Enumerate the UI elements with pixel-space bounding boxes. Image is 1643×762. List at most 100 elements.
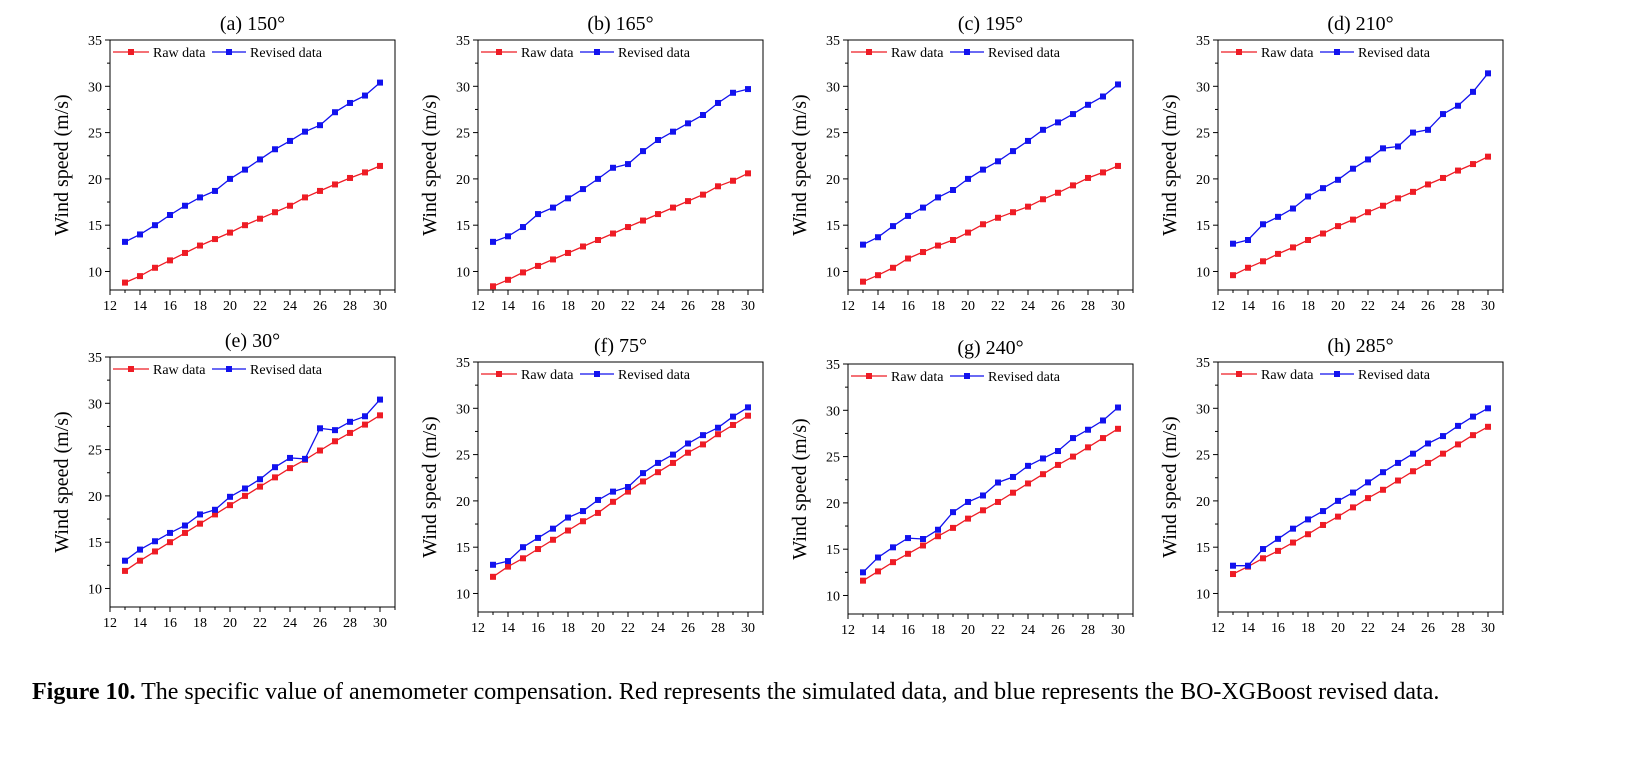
y-tick-label: 35: [1196, 34, 1210, 49]
data-point: [347, 418, 353, 425]
data-point: [595, 496, 601, 503]
x-tick-label: 14: [871, 299, 885, 314]
data-point: [1320, 508, 1326, 515]
x-tick-label: 18: [193, 299, 207, 314]
data-point: [1290, 539, 1296, 546]
x-tick-label: 24: [1391, 299, 1405, 314]
legend-item-raw-data: Raw data: [851, 46, 944, 61]
y-tick-label: 15: [456, 541, 470, 556]
data-point: [1350, 504, 1356, 511]
data-point: [670, 128, 676, 135]
data-point: [1085, 101, 1091, 108]
x-tick-label: 30: [741, 621, 755, 636]
y-axis-label: Wind speed (m/s): [419, 416, 441, 557]
data-point: [1070, 435, 1076, 442]
data-point: [980, 221, 986, 228]
x-tick-label: 12: [471, 299, 485, 314]
data-point: [1275, 250, 1281, 257]
legend-marker: [866, 49, 872, 55]
data-point: [520, 224, 526, 231]
legend-item-revised-data: Revised data: [580, 46, 691, 61]
data-point: [1365, 209, 1371, 216]
chart-panel-3: (c) 195° 12 14 16 18 20 22 24 26 28 30 10 15 20 25 30 35…: [789, 13, 1134, 314]
data-point: [227, 229, 233, 236]
data-point: [905, 212, 911, 219]
data-point: [227, 502, 233, 509]
x-tick-label: 26: [681, 621, 695, 636]
data-point: [1025, 462, 1031, 469]
x-tick-label: 12: [471, 621, 485, 636]
data-point: [1440, 111, 1446, 118]
data-point: [287, 454, 293, 461]
data-point: [1025, 203, 1031, 210]
data-point: [272, 474, 278, 481]
plot-frame: [109, 356, 396, 608]
chart-panel-7: (g) 240° 12 14 16 18 20 22 24 26 28 30 10 15 20 25 30 35…: [789, 337, 1134, 638]
data-point: [272, 464, 278, 471]
series-line: [492, 88, 749, 243]
data-point: [860, 569, 866, 576]
series-raw-data: [860, 425, 1121, 584]
x-tick-label: 30: [1481, 621, 1495, 636]
data-point: [242, 222, 248, 229]
y-tick-label: 15: [826, 219, 840, 234]
data-point: [935, 194, 941, 201]
data-point: [745, 404, 751, 411]
legend-label: Raw data: [891, 370, 944, 385]
y-tick-label: 35: [456, 34, 470, 49]
data-point: [1245, 237, 1251, 243]
x-tick-label: 26: [1421, 299, 1435, 314]
data-point: [1290, 244, 1296, 251]
series-line: [124, 165, 381, 284]
legend-label: Raw data: [153, 363, 206, 378]
y-axis-label: Wind speed (m/s): [1159, 416, 1181, 557]
data-point: [980, 507, 986, 514]
y-tick-label: 20: [88, 173, 102, 188]
data-point: [212, 187, 218, 194]
data-point: [1440, 450, 1446, 457]
data-point: [905, 535, 911, 542]
data-point: [995, 479, 1001, 486]
x-tick-label: 30: [1111, 299, 1125, 314]
data-point: [1290, 525, 1296, 532]
legend-marker: [594, 371, 600, 377]
y-axis-label: Wind speed (m/s): [51, 94, 73, 235]
legend-marker: [226, 366, 232, 372]
legend: Raw data Revised data: [481, 368, 691, 383]
x-tick-label: 24: [651, 299, 665, 314]
x-tick-label: 12: [1211, 621, 1225, 636]
data-point: [1350, 165, 1356, 172]
series-line: [492, 406, 749, 566]
x-tick-label: 28: [1451, 621, 1465, 636]
data-point: [197, 520, 203, 527]
series-line: [1232, 156, 1489, 276]
data-point: [655, 459, 661, 466]
legend-item-raw-data: Raw data: [481, 368, 574, 383]
data-point: [122, 279, 128, 286]
x-tick-label: 12: [103, 616, 117, 631]
data-point: [1275, 535, 1281, 542]
data-point: [1260, 546, 1266, 553]
data-point: [122, 567, 128, 574]
data-point: [257, 156, 263, 163]
data-point: [550, 536, 556, 543]
y-tick-label: 25: [826, 127, 840, 142]
data-point: [595, 237, 601, 243]
data-point: [272, 146, 278, 153]
data-point: [715, 424, 721, 431]
series-line: [862, 407, 1119, 573]
data-point: [1380, 486, 1386, 493]
data-point: [182, 202, 188, 209]
data-point: [317, 447, 323, 454]
data-point: [935, 526, 941, 533]
y-tick-label: 25: [1196, 127, 1210, 142]
x-tick-label: 14: [501, 299, 515, 314]
x-tick-label: 12: [1211, 299, 1225, 314]
x-tick-label: 28: [343, 299, 357, 314]
x-tick-label: 22: [991, 623, 1005, 638]
x-tick-label: 14: [133, 299, 147, 314]
data-point: [167, 257, 173, 264]
legend-label: Revised data: [988, 370, 1061, 385]
plot-frame: [1217, 361, 1504, 613]
data-point: [595, 175, 601, 182]
